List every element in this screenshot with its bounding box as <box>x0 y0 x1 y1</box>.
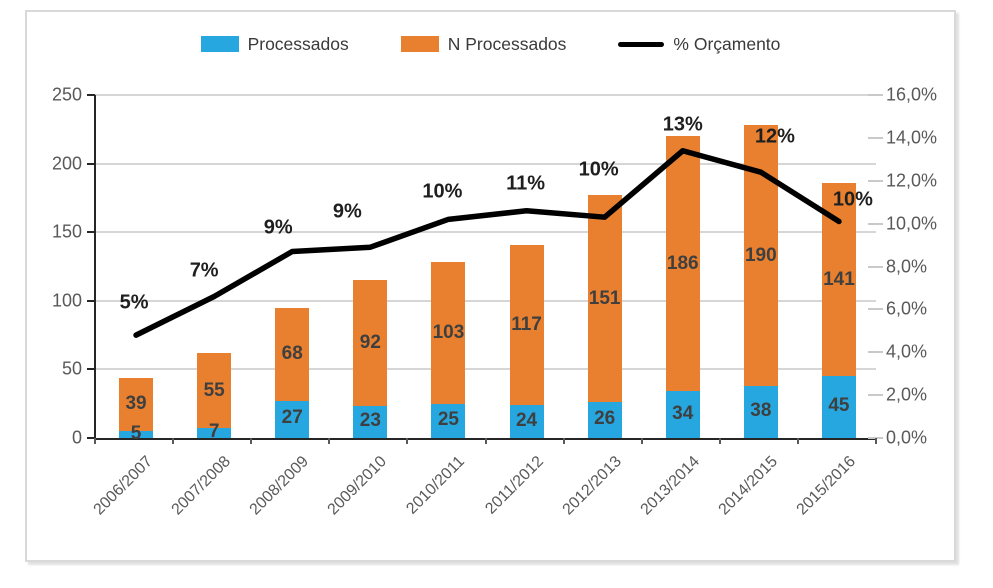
right-axis-label-2,0%: 2,0% <box>886 384 928 405</box>
bar-n-processados-2006-2007 <box>119 377 154 432</box>
x-tick-5 <box>484 438 487 444</box>
legend-label-processados: Processados <box>247 33 349 54</box>
orcamento-label-2009-2010: 9% <box>332 200 362 223</box>
bar-processados-2012-2013 <box>587 402 622 438</box>
label-n-processados-2010-2011: 103 <box>432 322 465 344</box>
legend-label-n-processados: N Processados <box>447 33 567 54</box>
legend-swatch-processados-icon <box>200 36 239 52</box>
right-tick-12 <box>868 179 883 182</box>
orcamento-label-2015-2016: 10% <box>832 188 873 211</box>
x-tick-6 <box>562 438 565 444</box>
label-processados-2013-2014: 34 <box>672 402 694 424</box>
label-processados-2011-2012: 24 <box>515 409 538 431</box>
orcamento-label-2012-2013: 10% <box>578 158 619 181</box>
label-n-processados-2008-2009: 68 <box>281 343 303 365</box>
left-tick-100 <box>87 299 95 302</box>
right-axis-label-6,0%: 6,0% <box>886 298 928 319</box>
x-tick-2 <box>250 438 253 444</box>
x-tick-7 <box>640 438 643 444</box>
legend-swatch-orcamento-line-icon <box>618 41 665 47</box>
bar-processados-2011-2012 <box>509 405 544 438</box>
right-axis-label-8,0%: 8,0% <box>886 256 928 276</box>
bar-processados-2007-2008 <box>197 428 232 438</box>
left-axis-label-50: 50 <box>61 358 82 379</box>
label-n-processados-2007-2008: 55 <box>203 379 225 401</box>
orcamento-label-2013-2014: 13% <box>662 113 703 136</box>
legend-item-n-processados[interactable]: N Processados <box>400 33 567 55</box>
right-tick-14 <box>868 136 883 139</box>
label-n-processados-2015-2016: 141 <box>823 268 855 290</box>
x-tick-1 <box>172 438 175 444</box>
orcamento-label-2011-2012: 11% <box>506 172 546 195</box>
gridline-250 <box>95 94 876 96</box>
orcamento-label-2006-2007: 5% <box>119 291 149 314</box>
right-axis-label-0,0%: 0,0% <box>886 427 928 448</box>
label-processados-2010-2011: 25 <box>437 408 460 430</box>
left-axis-label-0: 0 <box>71 427 82 448</box>
label-n-processados-2013-2014: 186 <box>666 252 699 274</box>
bar-processados-2009-2010 <box>353 406 388 438</box>
right-tick-6 <box>868 308 883 311</box>
x-tick-8 <box>718 438 721 444</box>
x-tick-4 <box>406 438 409 444</box>
bar-processados-2006-2007 <box>119 431 154 438</box>
label-n-processados-2011-2012: 117 <box>511 313 542 335</box>
orcamento-label-2010-2011: 10% <box>422 180 463 203</box>
left-axis-label-250: 250 <box>51 84 82 105</box>
bar-processados-2014-2015 <box>743 385 778 438</box>
left-tick-50 <box>87 368 95 371</box>
chart-frame <box>25 10 956 562</box>
right-tick-10 <box>868 222 883 225</box>
right-axis-label-4,0%: 4,0% <box>886 341 928 362</box>
label-processados-2015-2016: 45 <box>828 395 850 417</box>
legend-swatch-n-processados-icon <box>400 36 439 52</box>
chart-legend: Processados N Processados % Orçamento <box>25 27 956 61</box>
label-processados-2009-2010: 23 <box>359 410 381 432</box>
orcamento-label-2007-2008: 7% <box>189 259 219 281</box>
orcamento-label-2008-2009: 9% <box>263 216 293 239</box>
right-axis-label-14,0%: 14,0% <box>886 127 938 148</box>
legend-item-processados[interactable]: Processados <box>200 33 349 55</box>
bar-processados-2015-2016 <box>821 376 856 438</box>
left-tick-250 <box>87 94 95 96</box>
right-tick-8 <box>868 265 883 268</box>
x-tick-10 <box>875 438 877 444</box>
label-n-processados-2012-2013: 151 <box>588 287 621 309</box>
left-tick-200 <box>87 162 95 165</box>
label-processados-2014-2015: 38 <box>750 399 772 421</box>
x-tick-0 <box>94 438 96 444</box>
label-processados-2008-2009: 27 <box>281 407 303 429</box>
legend-label-orcamento: % Orçamento <box>673 33 781 54</box>
y-axis-line <box>94 95 96 440</box>
label-processados-2007-2008: 7 <box>208 421 220 443</box>
right-tick-4 <box>868 351 883 354</box>
left-axis-label-150: 150 <box>51 221 82 242</box>
left-axis-label-200: 200 <box>51 153 82 174</box>
left-axis-label-100: 100 <box>51 290 82 311</box>
bar-processados-2013-2014 <box>665 391 700 438</box>
bar-n-processados-2007-2008 <box>197 352 232 429</box>
bar-processados-2008-2009 <box>275 400 310 438</box>
label-n-processados-2009-2010: 92 <box>359 332 381 354</box>
gridline-50 <box>95 368 876 371</box>
right-tick-16 <box>868 94 883 96</box>
x-tick-9 <box>796 438 799 444</box>
right-tick-2 <box>868 394 883 397</box>
bar-processados-2010-2011 <box>431 403 466 438</box>
legend-item-orcamento[interactable]: % Orçamento <box>618 34 780 55</box>
x-tick-3 <box>328 438 331 444</box>
label-n-processados-2006-2007: 39 <box>125 393 147 415</box>
orcamento-label-2014-2015: 12% <box>754 125 795 148</box>
right-axis-label-12,0%: 12,0% <box>886 170 938 191</box>
right-axis-label-16,0%: 16,0% <box>886 84 938 105</box>
right-axis-label-10,0%: 10,0% <box>886 213 938 234</box>
label-processados-2006-2007: 5 <box>130 422 142 444</box>
left-tick-150 <box>87 231 95 234</box>
label-n-processados-2014-2015: 190 <box>744 244 777 266</box>
label-processados-2012-2013: 26 <box>594 408 616 430</box>
left-tick-0 <box>87 437 95 439</box>
